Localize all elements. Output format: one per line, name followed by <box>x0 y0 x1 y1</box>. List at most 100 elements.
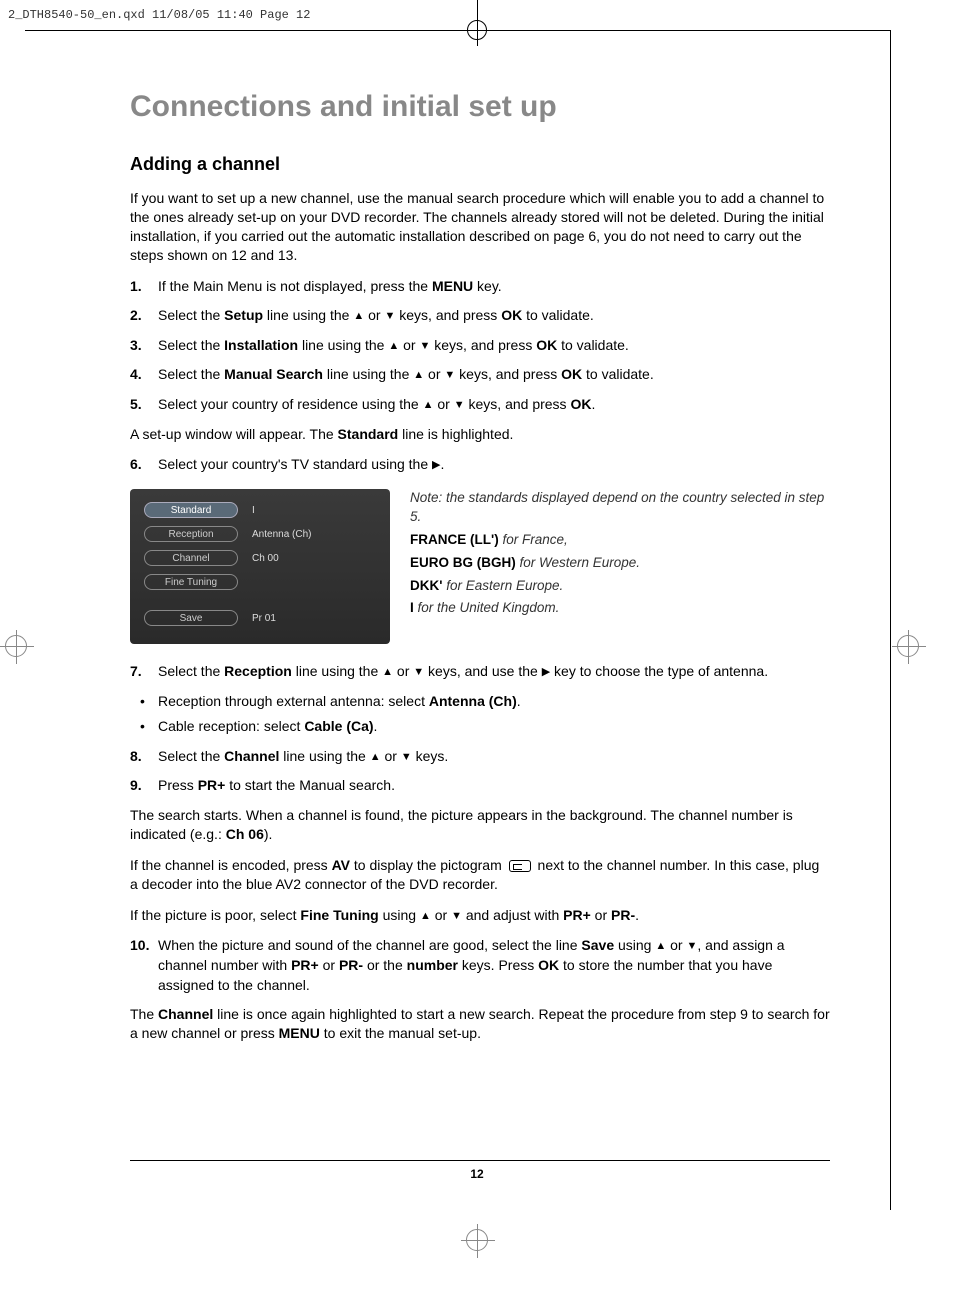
text: keys, and press <box>455 366 561 382</box>
text: . <box>591 396 595 412</box>
bullet-cable: Cable reception: select Cable (Ca). <box>130 717 830 737</box>
term-channel: Channel <box>224 748 279 764</box>
step-list: 6. Select your country's TV standard usi… <box>130 455 830 475</box>
text: . <box>440 456 444 472</box>
menu-row-save: Save Pr 01 <box>144 609 376 627</box>
down-icon: ▼ <box>384 310 395 322</box>
step-9: 9. Press PR+ to start the Manual search. <box>130 776 830 796</box>
text: or <box>393 663 413 679</box>
text: The <box>130 1006 158 1022</box>
step-number: 7. <box>130 662 142 682</box>
step-number: 10. <box>130 936 149 956</box>
key-number: number <box>407 957 458 973</box>
text: for the United Kingdom. <box>414 600 560 615</box>
text: to start the Manual search. <box>225 777 395 793</box>
registration-mark <box>466 1229 488 1251</box>
menu-value: I <box>252 505 255 516</box>
up-icon: ▲ <box>413 369 424 381</box>
term-standard: Standard <box>338 426 399 442</box>
page-number: 12 <box>0 1167 954 1181</box>
encoded-paragraph: If the channel is encoded, press AV to d… <box>130 856 830 894</box>
text: . <box>635 907 639 923</box>
key-ok: OK <box>570 396 591 412</box>
text: for Eastern Europe. <box>442 578 563 593</box>
down-icon: ▼ <box>686 940 697 952</box>
term-reception: Reception <box>224 663 292 679</box>
text: line using the <box>263 307 353 323</box>
key-av: AV <box>332 857 350 873</box>
step-number: 1. <box>130 277 142 297</box>
up-icon: ▲ <box>420 910 431 922</box>
step-5: 5. Select your country of residence usin… <box>130 395 830 415</box>
text: keys. Press <box>458 957 538 973</box>
up-icon: ▲ <box>353 310 364 322</box>
text: for Western Europe. <box>516 555 640 570</box>
step-list: 7. Select the Reception line using the ▲… <box>130 662 830 682</box>
step-1: 1. If the Main Menu is not displayed, pr… <box>130 277 830 297</box>
registration-mark <box>467 20 487 40</box>
setup-screenshot: Standard I Reception Antenna (Ch) Channe… <box>130 489 390 644</box>
fine-tuning-paragraph: If the picture is poor, select Fine Tuni… <box>130 906 830 925</box>
text: line is highlighted. <box>398 426 513 442</box>
text: to validate. <box>557 337 629 353</box>
step-list: 10. When the picture and sound of the ch… <box>130 936 830 995</box>
std-euro: EURO BG (BGH) <box>410 555 516 570</box>
registration-mark <box>897 635 919 657</box>
up-icon: ▲ <box>370 751 381 763</box>
text: or <box>433 396 453 412</box>
std-dkk: DKK' <box>410 578 442 593</box>
text: Select the <box>158 663 224 679</box>
text: to validate. <box>522 307 594 323</box>
term-channel: Channel <box>158 1006 213 1022</box>
term-save: Save <box>581 937 614 953</box>
step-number: 9. <box>130 776 142 796</box>
print-header: 2_DTH8540-50_en.qxd 11/08/05 11:40 Page … <box>8 8 310 22</box>
text: or <box>364 307 384 323</box>
crop-mark <box>477 30 891 31</box>
up-icon: ▲ <box>388 340 399 352</box>
text: Select your country of residence using t… <box>158 396 423 412</box>
text: Select your country's TV standard using … <box>158 456 432 472</box>
text: using <box>614 937 655 953</box>
intro-paragraph: If you want to set up a new channel, use… <box>130 189 830 265</box>
menu-row-standard: Standard I <box>144 501 376 519</box>
key-pr-minus: PR- <box>611 907 635 923</box>
text: or <box>424 366 444 382</box>
menu-row-reception: Reception Antenna (Ch) <box>144 525 376 543</box>
text: for France, <box>499 532 568 547</box>
text: to validate. <box>582 366 654 382</box>
text: Cable reception: select <box>158 718 304 734</box>
page-content: Connections and initial set up Adding a … <box>130 90 830 1055</box>
footer-rule <box>130 1160 830 1161</box>
crop-mark <box>890 30 891 1210</box>
bullet-list: Reception through external antenna: sele… <box>130 692 830 737</box>
menu-value: Antenna (Ch) <box>252 529 311 540</box>
page-title: Connections and initial set up <box>130 90 830 124</box>
search-paragraph: The search starts. When a channel is fou… <box>130 806 830 844</box>
text: or <box>381 748 401 764</box>
down-icon: ▼ <box>454 399 465 411</box>
term-antenna: Antenna (Ch) <box>429 693 517 709</box>
text: When the picture and sound of the channe… <box>158 937 581 953</box>
text: or the <box>363 957 407 973</box>
text: If the Main Menu is not displayed, press… <box>158 278 432 294</box>
text: line using the <box>279 748 369 764</box>
step-list: 1. If the Main Menu is not displayed, pr… <box>130 277 830 415</box>
menu-pill: Reception <box>144 526 238 542</box>
text: line using the <box>298 337 388 353</box>
text: A set-up window will appear. The <box>130 426 338 442</box>
key-pr-plus: PR+ <box>198 777 226 793</box>
text: using <box>379 907 420 923</box>
key-menu: MENU <box>279 1025 320 1041</box>
text: or <box>666 937 686 953</box>
text: If the channel is encoded, press <box>130 857 332 873</box>
std-france: FRANCE (LL') <box>410 532 499 547</box>
text: key to choose the type of antenna. <box>550 663 768 679</box>
step-2: 2. Select the Setup line using the ▲ or … <box>130 306 830 326</box>
menu-pill: Standard <box>144 502 238 518</box>
term-manual-search: Manual Search <box>224 366 323 382</box>
key-pr-plus: PR+ <box>563 907 591 923</box>
step-4: 4. Select the Manual Search line using t… <box>130 365 830 385</box>
text: or <box>319 957 339 973</box>
text: to display the pictogram <box>350 857 506 873</box>
